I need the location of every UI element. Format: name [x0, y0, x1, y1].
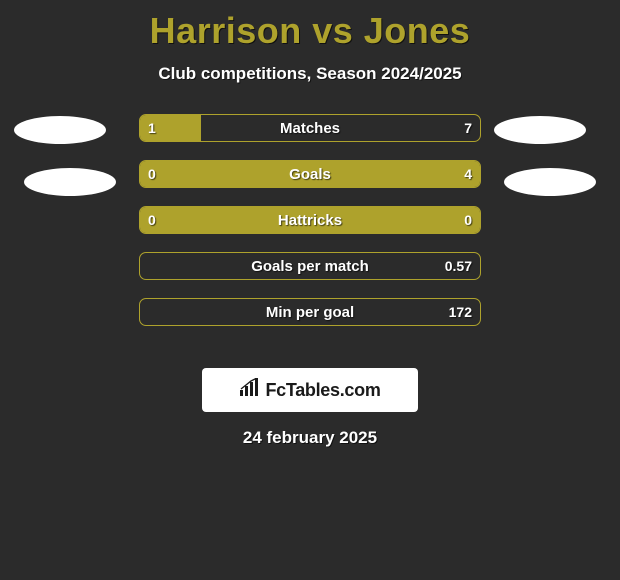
comparison-arena: Matches17 Goals04 Hattricks00 Goals per mat… [0, 114, 620, 354]
stat-bar: Goals per match0.57 [139, 252, 481, 280]
logo-box: FcTables.com [202, 368, 418, 412]
stat-bar-value-right: 0.57 [445, 253, 472, 279]
player-right-shape-2 [504, 168, 596, 196]
player-left-shape-2 [24, 168, 116, 196]
subtitle: Club competitions, Season 2024/2025 [0, 64, 620, 84]
stat-bar-fill-right [140, 207, 480, 233]
stat-bar-value-right: 172 [449, 299, 472, 325]
stat-bar-label: Min per goal [140, 299, 480, 325]
stat-bar-fill-right [140, 161, 480, 187]
player-right-shape-1 [494, 116, 586, 144]
date-label: 24 february 2025 [0, 428, 620, 448]
logo-chart-icon [239, 378, 261, 403]
stat-bar-label: Goals per match [140, 253, 480, 279]
stat-bars: Matches17 Goals04 Hattricks00 Goals per mat… [139, 114, 481, 344]
stat-bar: Hattricks00 [139, 206, 481, 234]
logo-text: FcTables.com [265, 380, 380, 401]
stat-bar: Min per goal172 [139, 298, 481, 326]
stat-bar: Matches17 [139, 114, 481, 142]
page-title: Harrison vs Jones [0, 0, 620, 52]
stat-bar-fill-left [140, 115, 201, 141]
stat-bar-value-right: 7 [464, 115, 472, 141]
player-left-shape-1 [14, 116, 106, 144]
stat-bar: Goals04 [139, 160, 481, 188]
